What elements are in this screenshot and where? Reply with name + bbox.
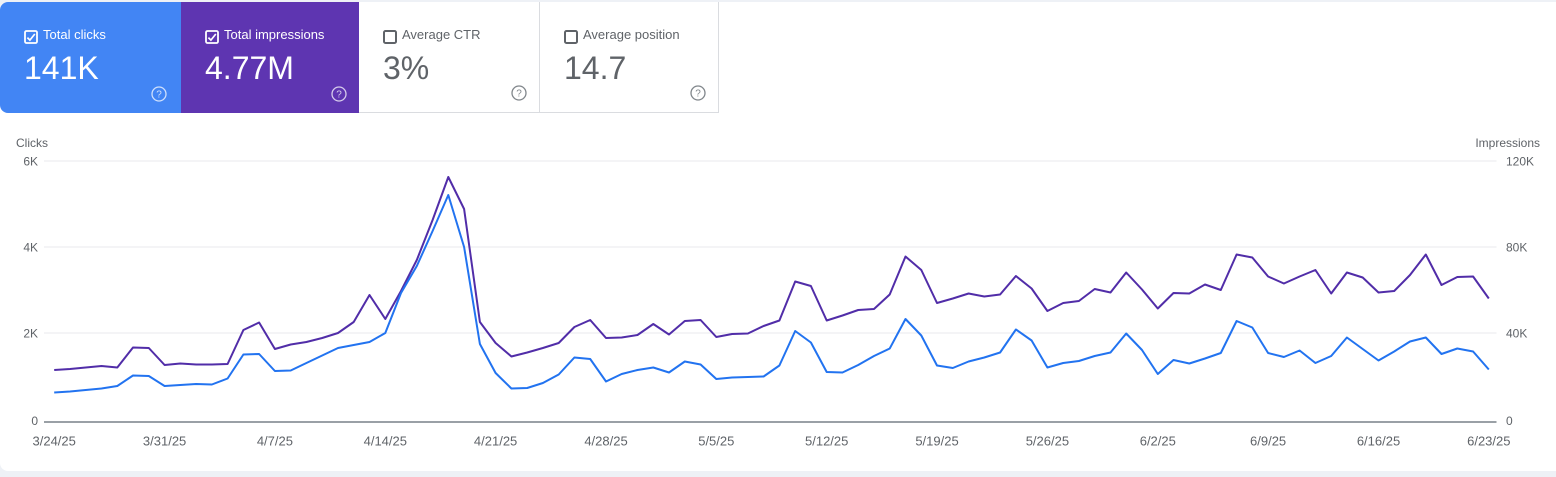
svg-text:4/7/25: 4/7/25 xyxy=(257,434,293,449)
svg-text:5/26/25: 5/26/25 xyxy=(1026,434,1069,449)
svg-text:Clicks: Clicks xyxy=(16,136,48,150)
svg-text:6/23/25: 6/23/25 xyxy=(1467,434,1510,449)
svg-text:40K: 40K xyxy=(1506,327,1527,341)
svg-text:5/19/25: 5/19/25 xyxy=(915,434,958,449)
svg-text:6/9/25: 6/9/25 xyxy=(1250,434,1286,449)
svg-text:4/14/25: 4/14/25 xyxy=(364,434,407,449)
svg-text:3/24/25: 3/24/25 xyxy=(33,434,76,449)
svg-text:0: 0 xyxy=(31,414,38,428)
svg-text:4/28/25: 4/28/25 xyxy=(584,434,627,449)
svg-text:6/2/25: 6/2/25 xyxy=(1140,434,1176,449)
svg-text:4/21/25: 4/21/25 xyxy=(474,434,517,449)
svg-text:Impressions: Impressions xyxy=(1475,136,1540,150)
svg-text:6K: 6K xyxy=(23,155,38,169)
svg-text:?: ? xyxy=(336,90,342,101)
svg-text:6/16/25: 6/16/25 xyxy=(1357,434,1400,449)
svg-text:2K: 2K xyxy=(23,327,38,341)
svg-text:4K: 4K xyxy=(23,241,38,255)
svg-text:5/12/25: 5/12/25 xyxy=(805,434,848,449)
svg-text:?: ? xyxy=(516,89,522,100)
svg-text:?: ? xyxy=(156,90,162,101)
svg-text:0: 0 xyxy=(1506,414,1513,428)
svg-text:?: ? xyxy=(695,89,701,100)
svg-text:5/5/25: 5/5/25 xyxy=(698,434,734,449)
svg-text:3/31/25: 3/31/25 xyxy=(143,434,186,449)
svg-text:80K: 80K xyxy=(1506,241,1527,255)
svg-text:120K: 120K xyxy=(1506,155,1534,169)
